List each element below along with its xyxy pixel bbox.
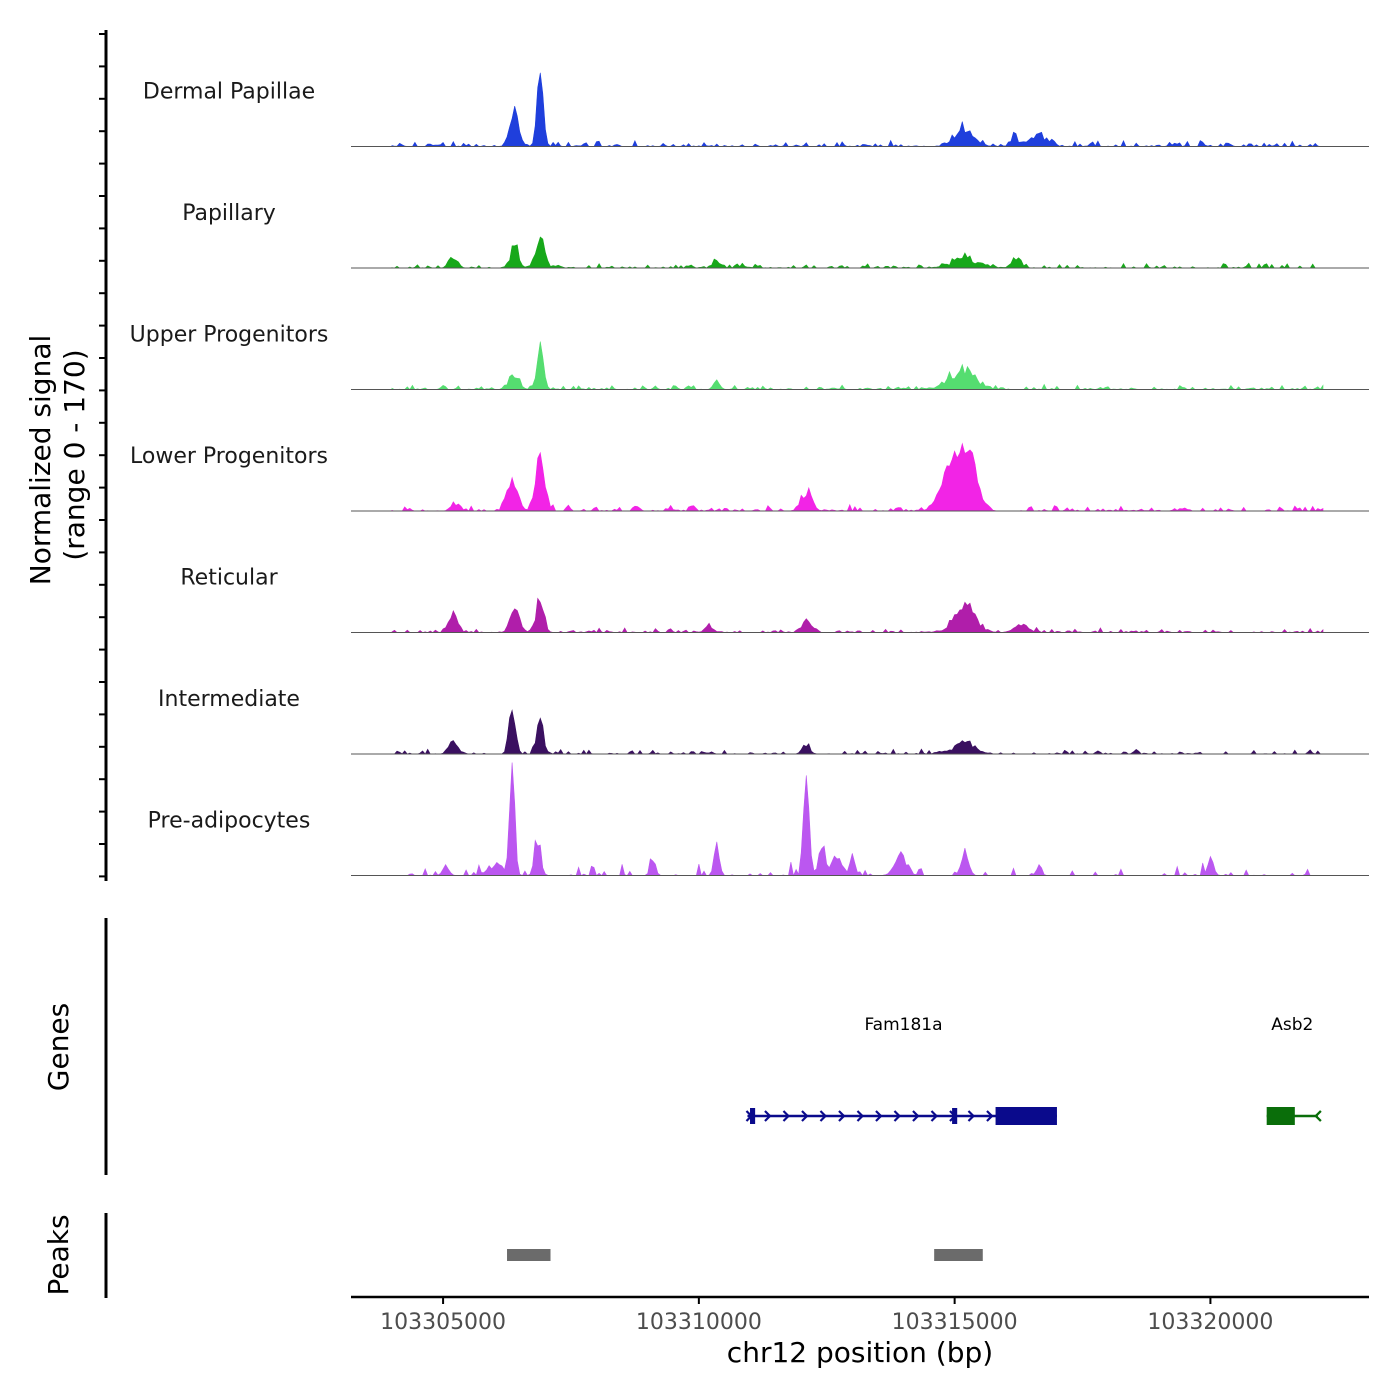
strand-chevron-icon: [875, 1110, 883, 1122]
peak-region: [934, 1249, 983, 1261]
track-lower-progenitors: Lower Progenitors: [130, 442, 1369, 512]
genes-track: Fam181a Asb2: [745, 1015, 1322, 1125]
track-label: Lower Progenitors: [130, 444, 328, 469]
x-axis-ticks: 103305000 103310000 103315000 103320000: [380, 1297, 1273, 1335]
gene-exon: [995, 1107, 1057, 1125]
track-intermediate: Intermediate: [158, 687, 1369, 755]
gene-asb2: Asb2: [1266, 1015, 1322, 1125]
track-dermal-papillae: Dermal Papillae: [143, 72, 1369, 148]
gene-exon: [1266, 1107, 1295, 1125]
track-label: Upper Progenitors: [130, 323, 329, 348]
strand-chevron-icon: [986, 1110, 994, 1122]
track-papillary: Papillary: [182, 201, 1369, 269]
strand-chevron-icon: [801, 1110, 809, 1122]
strand-chevron-icon: [838, 1110, 846, 1122]
strand-chevron-icon: [856, 1110, 865, 1122]
coverage-area: [391, 72, 1323, 148]
coverage-y-ticks: [99, 33, 106, 878]
strand-chevron-icon: [893, 1110, 902, 1122]
strand-chevron-icon: [930, 1110, 939, 1122]
strand-chevron-icon: [912, 1110, 920, 1122]
track-label: Papillary: [182, 201, 276, 226]
x-axis-title: chr12 position (bp): [727, 1336, 993, 1369]
track-label: Dermal Papillae: [143, 80, 315, 105]
strand-chevron-icon: [819, 1110, 828, 1122]
gene-fam181a: Fam181a: [745, 1015, 1057, 1125]
track-label: Reticular: [180, 566, 278, 591]
genes-track-title: Genes: [42, 1003, 75, 1091]
x-tick-label: 103315000: [892, 1310, 1018, 1335]
track-label: Intermediate: [158, 687, 300, 712]
track-pre-adipocytes: Pre-adipocytes: [148, 762, 1369, 877]
x-tick-label: 103320000: [1147, 1310, 1273, 1335]
gene-exon: [750, 1108, 756, 1124]
coverage-tracks: Dermal Papillae Papillary Upper Progenitor…: [130, 72, 1369, 877]
strand-chevron-icon: [967, 1110, 976, 1122]
gene-exon: [952, 1108, 958, 1124]
track-reticular: Reticular: [180, 566, 1369, 633]
gene-label: Fam181a: [864, 1015, 942, 1035]
strand-chevron-icon: [782, 1110, 791, 1122]
peaks-track: [507, 1249, 983, 1261]
x-tick-label: 103305000: [380, 1310, 506, 1335]
y-axis-title-line2: (range 0 - 170): [58, 349, 91, 560]
track-upper-progenitors: Upper Progenitors: [130, 323, 1369, 391]
peak-region: [507, 1249, 551, 1261]
peaks-track-title: Peaks: [42, 1214, 75, 1295]
coverage-area: [391, 442, 1324, 512]
x-tick-label: 103310000: [636, 1310, 762, 1335]
strand-chevron-icon: [764, 1110, 772, 1122]
strand-chevron-icon: [1314, 1110, 1322, 1122]
y-axis-title-line1: Normalized signal: [24, 335, 57, 586]
gene-label: Asb2: [1271, 1015, 1313, 1035]
track-label: Pre-adipocytes: [148, 809, 311, 834]
